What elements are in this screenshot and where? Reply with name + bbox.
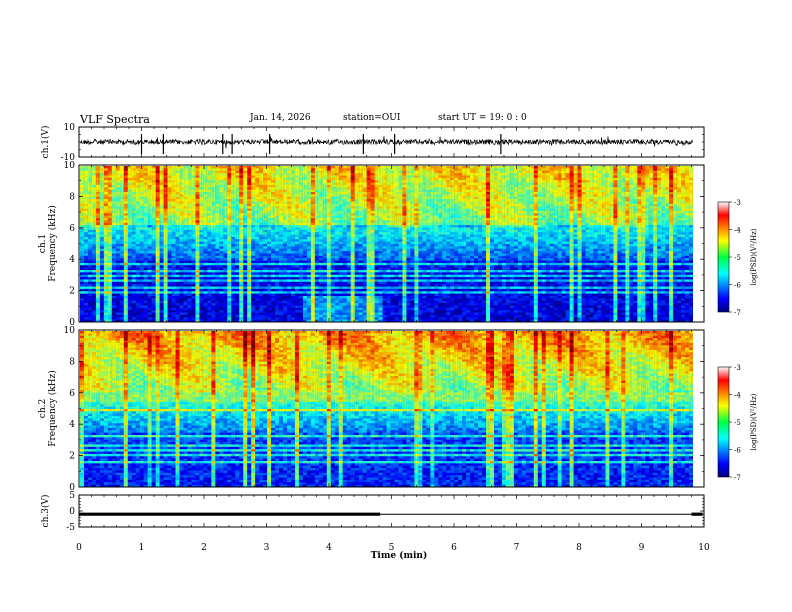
- y-tick-label: -5: [66, 523, 75, 533]
- ch3-trace-ylabel: ch.3(V): [40, 495, 51, 528]
- x-tick-label: 7: [514, 543, 520, 553]
- ch2-spectrogram-colorbar: [717, 366, 730, 478]
- y-tick-label: 6: [69, 389, 75, 399]
- x-tick-label: 1: [139, 543, 145, 553]
- start-time-label: start UT = 19: 0 : 0: [438, 113, 527, 123]
- x-tick-label: 3: [264, 543, 270, 553]
- ch1-spectrogram-image: [80, 166, 694, 323]
- ch1-spectrogram-ylabel: ch.1Frequency (kHz): [38, 205, 58, 282]
- x-tick-label: 8: [576, 543, 582, 553]
- y-tick-label: 0: [69, 318, 75, 328]
- ch1-spectrogram-colorbar: [717, 201, 730, 313]
- y-tick-label: 5: [69, 491, 75, 501]
- chart-title: VLF Spectra: [80, 113, 150, 126]
- colorbar-tick-label: -3: [734, 199, 741, 207]
- y-tick-label: 8: [69, 192, 75, 202]
- colorbar-tick-label: -4: [734, 392, 741, 400]
- x-tick-label: 2: [201, 543, 207, 553]
- x-tick-label: 10: [698, 543, 710, 553]
- y-tick-label: 10: [64, 123, 76, 133]
- x-tick-label: 9: [639, 543, 645, 553]
- y-tick-label: 6: [69, 224, 75, 234]
- ch2-spectrogram-image: [80, 331, 694, 488]
- y-tick-label: -10: [61, 153, 76, 163]
- y-tick-label: 0: [69, 483, 75, 493]
- x-axis-label: Time (min): [371, 550, 428, 561]
- y-tick-label: 0: [69, 507, 75, 517]
- ch1-waveform-line: [79, 136, 693, 149]
- station-label: station=OUI: [343, 113, 400, 123]
- y-tick-label: 8: [69, 357, 75, 367]
- y-tick-label: 2: [69, 452, 75, 462]
- colorbar-tick-label: -4: [734, 227, 741, 235]
- ch2-spectrogram-colorbar-label: log(PSD)(V²/Hz): [750, 393, 758, 450]
- colorbar-tick-label: -6: [734, 282, 741, 290]
- x-tick-label: 0: [76, 543, 82, 553]
- ch1-waveform-ylabel: ch.1(V): [40, 126, 51, 159]
- x-tick-label: 6: [451, 543, 457, 553]
- ch2-spectrogram-ylabel: ch.2Frequency (kHz): [38, 370, 58, 447]
- colorbar-tick-label: -5: [734, 419, 741, 427]
- colorbar-tick-label: -6: [734, 447, 741, 455]
- colorbar-tick-label: -7: [734, 309, 741, 317]
- colorbar-tick-label: -3: [734, 364, 741, 372]
- date-label: Jan. 14, 2026: [250, 113, 311, 123]
- y-tick-label: 2: [69, 287, 75, 297]
- x-tick-label: 4: [326, 543, 332, 553]
- y-tick-label: 4: [69, 420, 75, 430]
- colorbar-tick-label: -5: [734, 254, 741, 262]
- y-tick-label: 4: [69, 255, 75, 265]
- y-tick-label: 10: [64, 326, 76, 336]
- y-tick-label: 10: [64, 161, 76, 171]
- x-tick-label: 5: [389, 543, 395, 553]
- ch1-spectrogram-colorbar-label: log(PSD)(V²/Hz): [750, 228, 758, 285]
- colorbar-tick-label: -7: [734, 474, 741, 482]
- panel-frame-3: [78, 494, 705, 528]
